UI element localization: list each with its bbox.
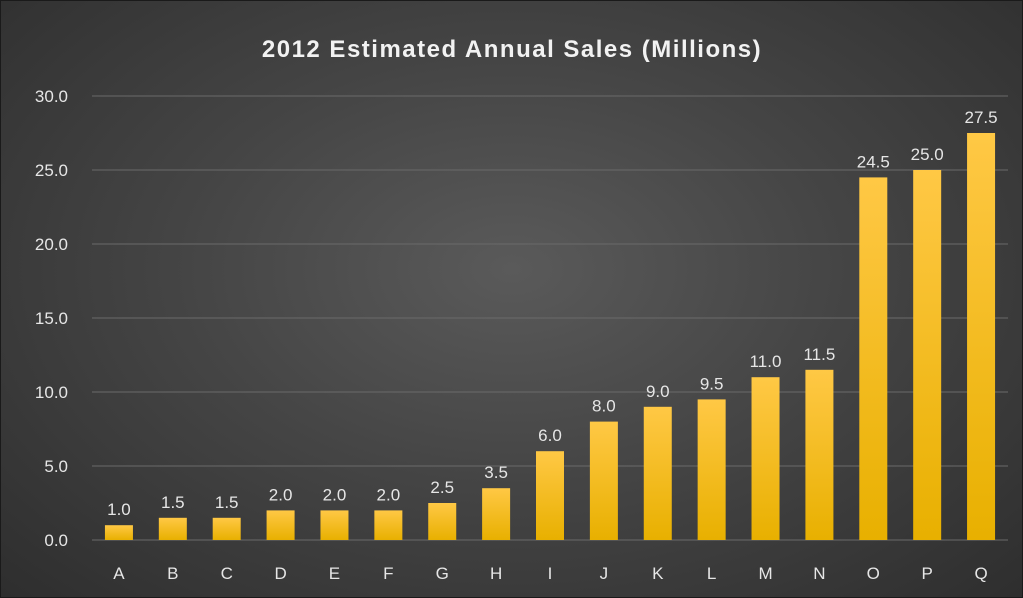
data-label: 9.5	[700, 374, 724, 393]
bar	[967, 133, 996, 540]
chart-title: 2012 Estimated Annual Sales (Millions)	[262, 36, 762, 63]
y-tick-label: 0.0	[44, 531, 68, 550]
x-tick-label: J	[600, 564, 609, 583]
data-label: 27.5	[965, 108, 998, 127]
bar	[158, 517, 187, 540]
data-label: 11.0	[750, 352, 782, 371]
bar	[212, 517, 241, 540]
data-label: 6.0	[538, 426, 562, 445]
x-tick-label: Q	[974, 564, 987, 583]
bar	[859, 177, 888, 540]
y-tick-label: 5.0	[44, 457, 68, 476]
bar	[805, 369, 834, 540]
bar	[320, 510, 349, 540]
bars	[104, 133, 996, 540]
bar	[482, 488, 511, 540]
y-axis-ticks: 0.0 5.0 10.0 15.0 20.0 25.0 30.0	[35, 87, 68, 550]
x-tick-label: I	[548, 564, 553, 583]
bar	[589, 421, 618, 540]
data-label: 1.5	[161, 493, 185, 512]
y-tick-label: 10.0	[35, 383, 68, 402]
data-label: 9.0	[646, 382, 670, 401]
bar	[104, 525, 133, 540]
data-label: 1.5	[215, 493, 239, 512]
data-labels: 1.0 1.5 1.5 2.0 2.0 2.0 2.5 3.5 6.0 8.0 9.0 9.5 11.0…	[107, 108, 997, 519]
x-tick-label: F	[383, 564, 393, 583]
gridlines	[92, 95, 1008, 541]
x-tick-label: H	[490, 564, 502, 583]
data-label: 2.5	[430, 478, 454, 497]
data-label: 2.0	[323, 485, 347, 504]
data-label: 25.0	[911, 145, 944, 164]
data-label: 24.5	[857, 152, 890, 171]
x-tick-label: G	[436, 564, 449, 583]
y-tick-label: 25.0	[35, 161, 68, 180]
x-axis-ticks: A B C D E F G H I J K L M N O P Q	[113, 564, 987, 583]
y-tick-label: 15.0	[35, 309, 68, 328]
data-label: 2.0	[269, 485, 293, 504]
bar	[697, 399, 726, 540]
x-tick-label: M	[758, 564, 772, 583]
data-label: 11.5	[803, 345, 835, 364]
x-tick-label: C	[221, 564, 233, 583]
x-tick-label: E	[329, 564, 340, 583]
bar	[913, 170, 942, 540]
x-tick-label: D	[274, 564, 286, 583]
x-tick-label: O	[867, 564, 880, 583]
y-tick-label: 20.0	[35, 235, 68, 254]
x-tick-label: L	[707, 564, 716, 583]
x-tick-label: N	[813, 564, 825, 583]
x-tick-label: P	[922, 564, 933, 583]
data-label: 1.0	[107, 500, 131, 519]
bar	[428, 503, 457, 540]
x-tick-label: B	[167, 564, 178, 583]
bar	[374, 510, 403, 540]
bar	[751, 377, 780, 540]
y-tick-label: 30.0	[35, 87, 68, 106]
x-tick-label: K	[652, 564, 664, 583]
data-label: 2.0	[377, 485, 401, 504]
data-label: 8.0	[592, 397, 616, 416]
bar	[266, 510, 295, 540]
data-label: 3.5	[484, 463, 508, 482]
x-tick-label: A	[113, 564, 125, 583]
bar	[643, 406, 672, 540]
bar	[536, 451, 564, 540]
